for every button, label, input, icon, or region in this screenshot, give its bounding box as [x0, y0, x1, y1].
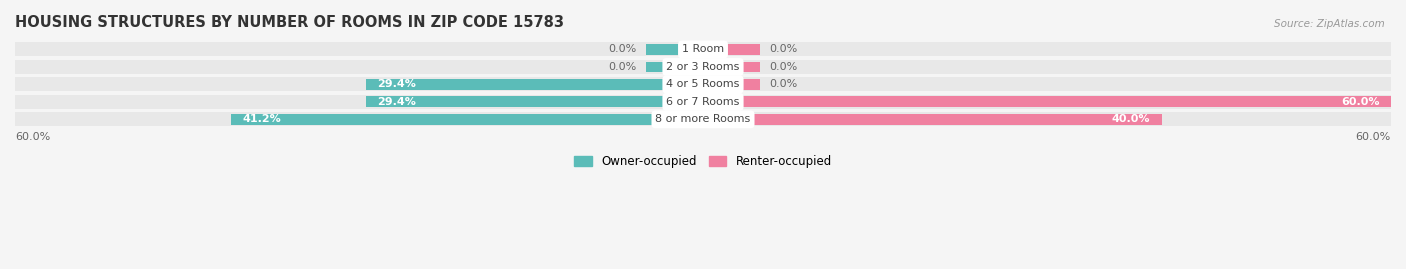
Text: 4 or 5 Rooms: 4 or 5 Rooms: [666, 79, 740, 89]
Text: 29.4%: 29.4%: [377, 79, 416, 89]
Bar: [15, 77, 703, 91]
Bar: [15, 112, 703, 126]
Text: 29.4%: 29.4%: [377, 97, 416, 107]
Bar: [703, 95, 1391, 109]
Text: 0.0%: 0.0%: [609, 44, 637, 54]
Text: 6 or 7 Rooms: 6 or 7 Rooms: [666, 97, 740, 107]
Text: 40.0%: 40.0%: [1112, 114, 1150, 124]
Bar: [703, 43, 1391, 56]
Bar: [703, 97, 1391, 107]
Text: 60.0%: 60.0%: [15, 132, 51, 142]
Bar: [366, 97, 703, 107]
Bar: [703, 77, 1391, 91]
Text: 0.0%: 0.0%: [609, 62, 637, 72]
Text: 8 or more Rooms: 8 or more Rooms: [655, 114, 751, 124]
Bar: [645, 62, 703, 72]
Bar: [15, 95, 703, 109]
Bar: [703, 44, 761, 55]
Bar: [703, 112, 1391, 126]
Bar: [231, 114, 703, 125]
Bar: [703, 60, 1391, 74]
Text: Source: ZipAtlas.com: Source: ZipAtlas.com: [1274, 19, 1385, 29]
Text: 60.0%: 60.0%: [1355, 132, 1391, 142]
Text: 1 Room: 1 Room: [682, 44, 724, 54]
Bar: [703, 114, 1161, 125]
Text: 0.0%: 0.0%: [769, 44, 797, 54]
Bar: [703, 79, 761, 90]
Bar: [703, 62, 761, 72]
Bar: [15, 43, 703, 56]
Bar: [15, 60, 703, 74]
Text: 41.2%: 41.2%: [242, 114, 281, 124]
Legend: Owner-occupied, Renter-occupied: Owner-occupied, Renter-occupied: [569, 150, 837, 173]
Text: HOUSING STRUCTURES BY NUMBER OF ROOMS IN ZIP CODE 15783: HOUSING STRUCTURES BY NUMBER OF ROOMS IN…: [15, 15, 564, 30]
Text: 2 or 3 Rooms: 2 or 3 Rooms: [666, 62, 740, 72]
Text: 0.0%: 0.0%: [769, 62, 797, 72]
Text: 60.0%: 60.0%: [1341, 97, 1379, 107]
Bar: [645, 44, 703, 55]
Bar: [366, 79, 703, 90]
Text: 0.0%: 0.0%: [769, 79, 797, 89]
